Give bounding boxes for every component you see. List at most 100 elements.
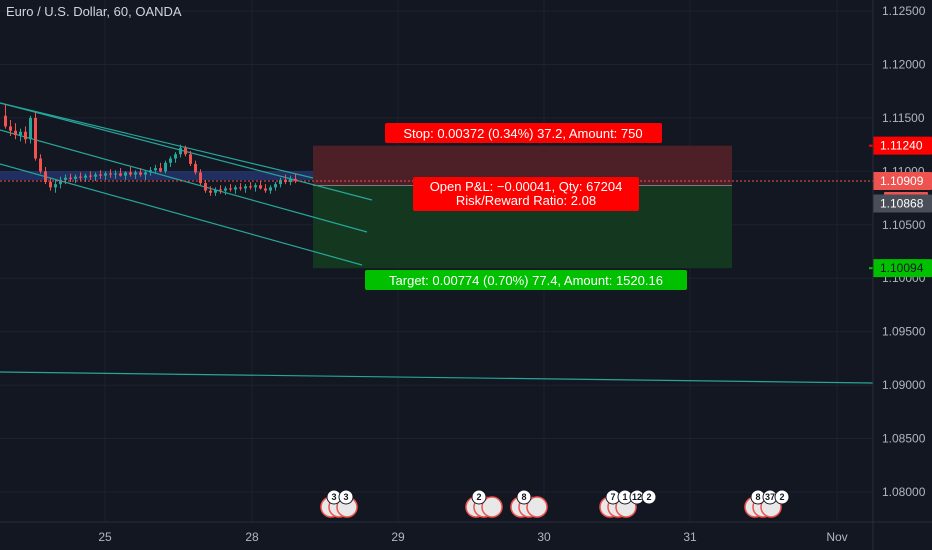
candle-body	[214, 189, 217, 193]
candle-body	[254, 185, 257, 188]
candle-body	[49, 182, 52, 188]
price-tick-label: 1.08000	[882, 485, 926, 499]
event-count-badge	[774, 489, 790, 505]
candle-body	[244, 186, 247, 189]
candle-body	[204, 183, 207, 191]
stop-label: Stop: 0.00372 (0.34%) 37.2, Amount: 750	[403, 126, 642, 141]
candle-body	[69, 177, 72, 179]
candle-body	[104, 173, 107, 176]
price-tick-label: 1.09500	[882, 325, 926, 339]
price-tick-label: 1.11500	[882, 111, 925, 125]
candle-body	[119, 173, 122, 176]
candle-body	[294, 178, 297, 181]
event-count-label: 7	[610, 492, 615, 502]
candle-body	[189, 154, 192, 164]
candle-body	[174, 154, 177, 159]
candle-body	[194, 163, 197, 173]
trendlines[interactable]	[0, 102, 874, 384]
candle-body	[239, 187, 242, 189]
candle-body	[139, 172, 142, 175]
time-tick-label: 30	[537, 530, 551, 544]
candle-body	[114, 173, 117, 175]
time-tick-label: 28	[245, 530, 259, 544]
trendline	[0, 102, 314, 179]
candle-body	[279, 179, 282, 185]
stop-callout[interactable]: Stop: 0.00372 (0.34%) 37.2, Amount: 750	[385, 123, 662, 143]
candle-body	[34, 117, 37, 159]
current-price-band	[0, 171, 313, 180]
event-count-label: 8	[755, 492, 760, 502]
candle-body	[54, 184, 57, 188]
candle-body	[184, 147, 187, 155]
candle-body	[149, 170, 152, 173]
candle-body	[289, 178, 292, 183]
chart-title: Euro / U.S. Dollar, 60, OANDA	[6, 4, 182, 19]
event-count-label: 2	[646, 492, 651, 502]
candle-body	[79, 176, 82, 178]
price-tag-label: 1.10868	[880, 196, 924, 210]
event-count-badge	[641, 489, 657, 505]
price-tick-label: 1.08500	[882, 432, 926, 446]
time-tick-label: 31	[683, 530, 697, 544]
candle-body	[24, 131, 27, 140]
event-count-label: 3	[331, 492, 336, 502]
pnl-label: Open P&L: −0.00041, Qty: 67204	[430, 179, 623, 194]
target-callout-box	[365, 270, 687, 290]
pnl-callout-box	[413, 177, 639, 211]
candle-body	[209, 190, 212, 193]
time-tick-label: 29	[391, 530, 405, 544]
price-tag-target	[873, 259, 932, 278]
candle-body	[154, 168, 157, 171]
event-count-label: 1	[622, 492, 627, 502]
candle-body	[259, 185, 262, 189]
target-label: Target: 0.00774 (0.70%) 77.4, Amount: 15…	[389, 273, 663, 288]
candle-body	[94, 174, 97, 177]
price-tag-label: 1.11240	[880, 139, 923, 153]
price-tick-label: 1.09000	[882, 378, 926, 392]
target-callout[interactable]: Target: 0.00774 (0.70%) 77.4, Amount: 15…	[365, 270, 687, 290]
event-count-label: 3	[343, 492, 348, 502]
price-tick-label: 1.12500	[882, 4, 926, 18]
candle-body	[74, 176, 77, 179]
candle-body	[164, 162, 167, 172]
candle-body	[39, 158, 42, 172]
candle-body	[124, 172, 127, 176]
trendline	[0, 371, 874, 384]
candle-body	[59, 179, 62, 185]
candle-body	[144, 172, 147, 175]
time-tick-label: Nov	[826, 530, 847, 544]
price-tick-label: 1.12000	[882, 57, 926, 71]
event-flag-icon	[481, 496, 503, 518]
candle-body	[234, 187, 237, 190]
time-tick-label: 25	[98, 530, 112, 544]
candle-body	[109, 173, 112, 175]
price-tick-label: 1.10500	[882, 218, 926, 232]
candle-body	[64, 177, 67, 180]
candle-body	[179, 147, 182, 155]
candle-body	[14, 130, 17, 135]
candle-body	[44, 171, 47, 183]
economic-events[interactable]: 3 3 2 8 7 1 12 2 8 37 2	[320, 489, 790, 518]
candle-body	[159, 168, 162, 172]
candle-body	[129, 172, 132, 175]
candle-body	[169, 158, 172, 163]
event-count-label: 8	[521, 492, 526, 502]
price-tag-stop	[873, 136, 932, 155]
candle-body	[99, 174, 102, 176]
price-tag-label: 1.10094	[880, 261, 924, 275]
candle-body	[29, 117, 32, 140]
time-axis-ticks: 25 28 29 30 31 Nov	[98, 530, 847, 544]
candle-body	[84, 175, 87, 178]
event-flag-icon	[526, 496, 548, 518]
event-count-label: 2	[476, 492, 481, 502]
candle-body	[19, 131, 22, 135]
candle-body	[4, 115, 7, 127]
stop-callout-box	[385, 123, 662, 143]
candle-body	[229, 188, 232, 190]
candle-body	[134, 172, 137, 175]
pnl-callout[interactable]: Open P&L: −0.00041, Qty: 67204 Risk/Rewa…	[413, 177, 639, 211]
event-count-badge	[338, 489, 354, 505]
time-axis[interactable]	[0, 522, 932, 550]
